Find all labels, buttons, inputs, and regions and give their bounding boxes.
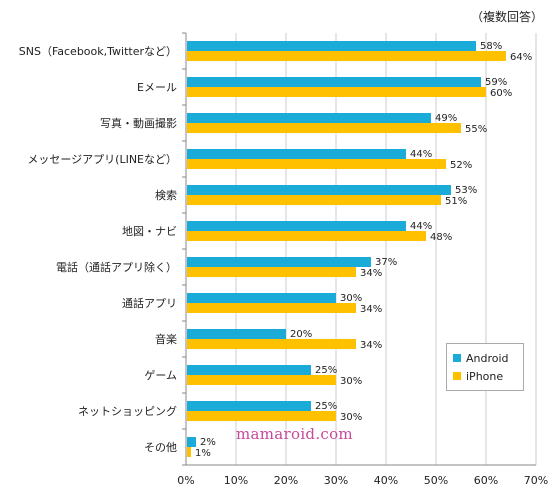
data-label-iphone: 64% [510, 52, 532, 63]
watermark: mamaroid.com [236, 425, 353, 443]
bar-android [187, 41, 476, 51]
category-label: SNS（Facebook,Twitterなど） [19, 45, 177, 58]
data-label-iphone: 34% [360, 304, 382, 315]
category-label: ゲーム [144, 369, 177, 382]
data-label-android: 44% [410, 149, 432, 160]
iphone-swatch [453, 372, 461, 380]
data-label-android: 44% [410, 221, 432, 232]
bar-iphone [187, 123, 461, 133]
bar-iphone [187, 339, 356, 349]
data-label-android: 25% [315, 401, 337, 412]
bar-android [187, 365, 311, 375]
legend-item-android: Android [453, 349, 517, 367]
legend-label-android: Android [466, 351, 509, 365]
bar-iphone [187, 87, 486, 97]
data-label-android: 30% [340, 293, 362, 304]
x-tick-label: 60% [474, 474, 498, 487]
category-label: 電話（通話アプリ除く） [56, 260, 177, 274]
category-label: 音楽 [155, 332, 177, 346]
category-label: ネットショッピング [78, 404, 177, 418]
category-label: 地図・ナビ [122, 225, 177, 238]
x-tick-label: 30% [324, 474, 348, 487]
data-label-iphone: 48% [430, 232, 452, 243]
android-swatch [453, 354, 461, 362]
bar-android [187, 401, 311, 411]
bar-android [187, 329, 286, 339]
category-label: 写真・動画撮影 [100, 116, 177, 130]
bar-iphone [187, 447, 191, 457]
category-label: 検索 [155, 188, 177, 202]
bar-iphone [187, 303, 356, 313]
data-label-android: 49% [435, 113, 457, 124]
data-label-iphone: 52% [450, 160, 472, 171]
data-label-iphone: 30% [340, 412, 362, 423]
x-tick-label: 20% [274, 474, 298, 487]
bar-iphone [187, 195, 441, 205]
bar-android [187, 77, 481, 87]
bar-iphone [187, 231, 426, 241]
data-label-android: 25% [315, 365, 337, 376]
bar-iphone [187, 267, 356, 277]
bar-iphone [187, 375, 336, 385]
data-label-android: 58% [480, 41, 502, 52]
bar-android [187, 149, 406, 159]
bar-android [187, 221, 406, 231]
data-label-android: 37% [375, 257, 397, 268]
data-label-iphone: 34% [360, 340, 382, 351]
multiple-answers-note: （複数回答） [470, 10, 543, 24]
category-label: 通話アプリ [122, 296, 177, 310]
data-label-iphone: 1% [195, 448, 211, 459]
category-label: Eメール [137, 81, 177, 94]
x-tick-label: 10% [224, 474, 248, 487]
data-label-iphone: 30% [340, 376, 362, 387]
data-label-iphone: 34% [360, 268, 382, 279]
legend-label-iphone: iPhone [466, 369, 504, 383]
x-tick-label: 70% [524, 474, 548, 487]
category-label: メッセージアプリ(LINEなど） [27, 153, 177, 166]
bar-iphone [187, 159, 446, 169]
bar-android [187, 293, 336, 303]
data-label-iphone: 60% [490, 88, 512, 99]
legend: Android iPhone [446, 343, 524, 391]
data-label-android: 2% [200, 437, 216, 448]
data-label-android: 53% [455, 185, 477, 196]
bar-android [187, 257, 371, 267]
data-label-android: 59% [485, 77, 507, 88]
data-label-iphone: 51% [445, 196, 467, 207]
bar-android [187, 185, 451, 195]
category-label: その他 [144, 441, 177, 454]
bar-iphone [187, 411, 336, 421]
bar-android [187, 437, 196, 447]
x-tick-label: 40% [374, 474, 398, 487]
bar-android [187, 113, 431, 123]
data-label-iphone: 55% [465, 124, 487, 135]
bar-iphone [187, 51, 506, 61]
x-tick-label: 50% [424, 474, 448, 487]
data-label-android: 20% [290, 329, 312, 340]
x-tick-label: 0% [177, 474, 194, 487]
legend-item-iphone: iPhone [453, 367, 517, 385]
